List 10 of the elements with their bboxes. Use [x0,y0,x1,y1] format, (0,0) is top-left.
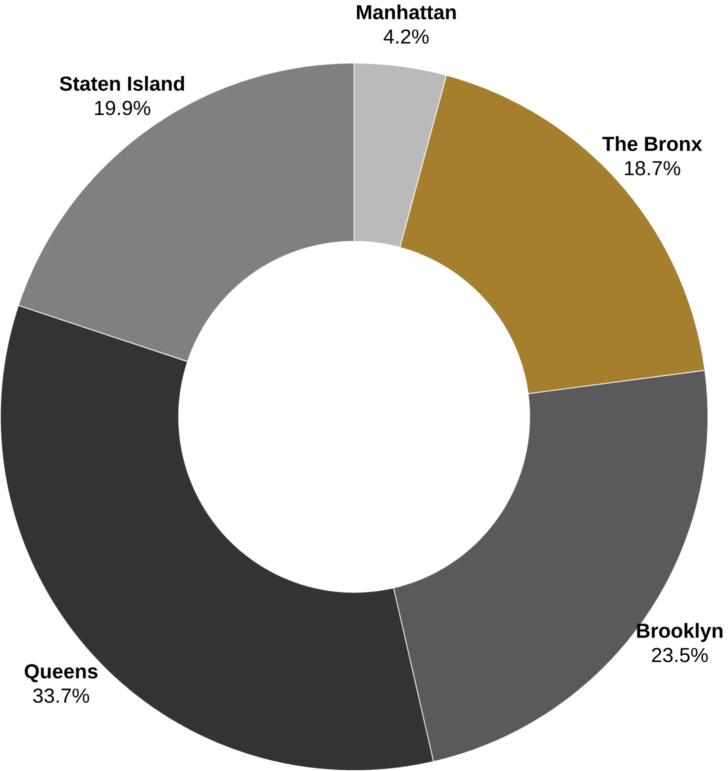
data-label: 23.5% [652,648,708,662]
slice-label: The Bronx [602,136,702,152]
slice-label: Queens [24,664,98,682]
data-label: 19.9% [95,100,150,116]
data-label: 18.7% [624,160,680,176]
slice-label: Staten Island [60,76,184,91]
data-label: 4.2% [384,29,429,44]
slice-label: Brooklyn [637,623,722,642]
data-label: 33.7% [33,688,90,703]
slice-label: Manhattan [356,4,456,20]
